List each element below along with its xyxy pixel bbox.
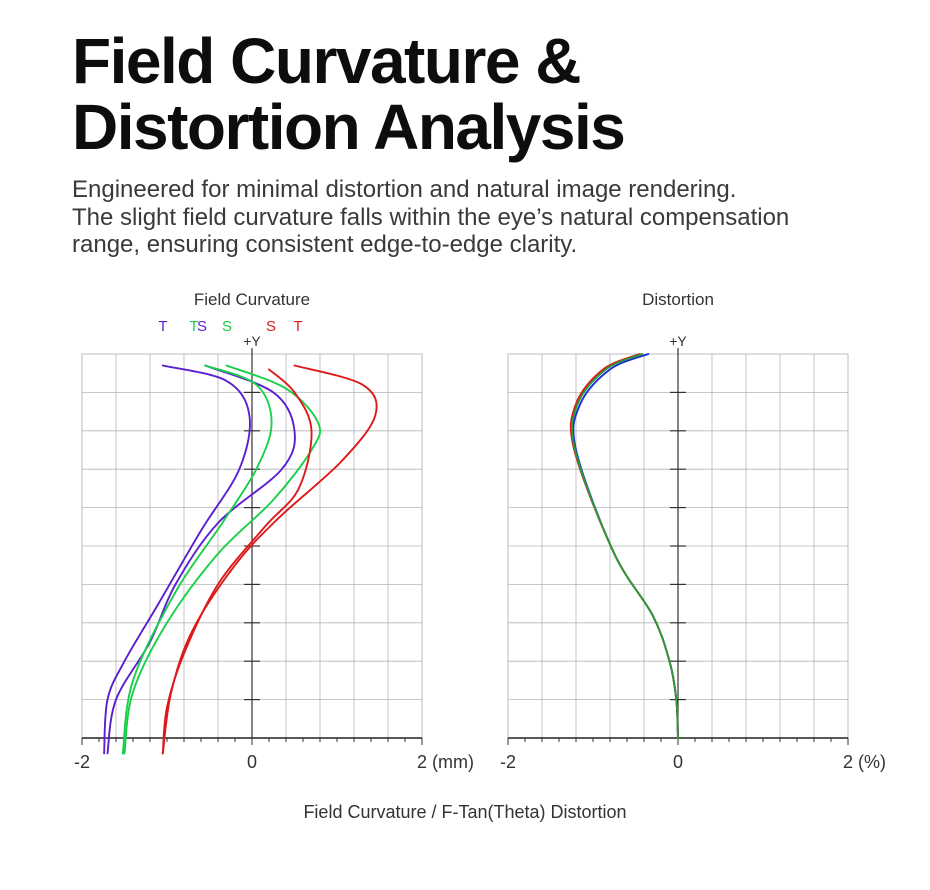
chart-title: Field Curvature xyxy=(194,290,310,309)
x-unit-label: (%) xyxy=(858,752,886,772)
page-title: Field Curvature & Distortion Analysis xyxy=(72,25,626,163)
subtitle-line-1: Engineered for minimal distortion and na… xyxy=(72,176,737,203)
x-tick-label: 0 xyxy=(247,752,257,772)
x-tick-label: 2 xyxy=(417,752,427,772)
series-line-1 xyxy=(103,364,251,755)
series-line-6 xyxy=(161,364,378,755)
x-tick-label: -2 xyxy=(500,752,516,772)
legend-label: T xyxy=(158,318,167,335)
series-line-3 xyxy=(121,364,273,755)
x-tick-label: -2 xyxy=(74,752,90,772)
page-subtitle: Engineered for minimal distortion and na… xyxy=(72,176,892,259)
legend-label: S xyxy=(222,318,232,335)
title-line-1: Field Curvature & xyxy=(72,25,581,97)
legend-label: S xyxy=(266,318,276,335)
title-line-2: Distortion Analysis xyxy=(72,91,626,163)
series-line-3 xyxy=(570,353,679,739)
figure-caption: Field Curvature / F-Tan(Theta) Distortio… xyxy=(303,802,627,822)
legend-label: T xyxy=(293,318,302,335)
subtitle-line-3: range, ensuring consistent edge-to-edge … xyxy=(72,231,578,258)
x-tick-label: 2 xyxy=(843,752,853,772)
subtitle-line-2: The slight field curvature falls within … xyxy=(72,203,790,231)
x-unit-label: (mm) xyxy=(432,752,474,772)
legend-label: S xyxy=(197,318,207,335)
chart-2: +Y Distortion -2 0 2 (%) xyxy=(500,290,886,772)
y-axis-label: +Y xyxy=(669,333,687,349)
chart-title: Distortion xyxy=(642,290,714,309)
y-axis-label: +Y xyxy=(243,333,261,349)
x-tick-label: 0 xyxy=(673,752,683,772)
series-line-2 xyxy=(106,364,296,755)
legend-label: T xyxy=(189,318,198,335)
